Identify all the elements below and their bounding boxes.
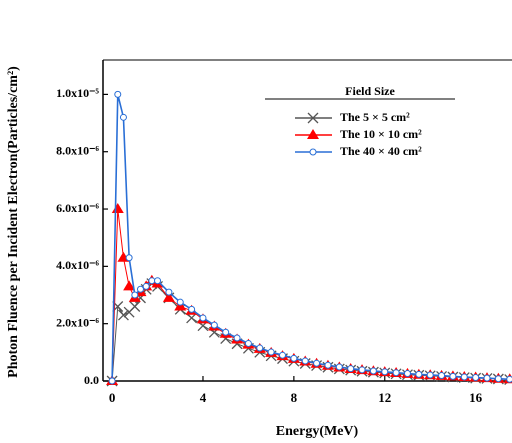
marker: [125, 254, 133, 262]
marker: [129, 301, 141, 312]
x-axis-label: Energy(MeV): [276, 424, 359, 439]
marker: [324, 361, 332, 369]
legend-marker: [309, 148, 317, 156]
marker: [222, 328, 230, 336]
marker: [176, 298, 184, 306]
marker: [210, 321, 218, 329]
legend-label: The 5 × 5 cm²: [340, 110, 410, 124]
y-tick-label: 6.0x10⁻⁶: [56, 201, 99, 215]
legend-label: The 10 × 10 cm²: [340, 127, 422, 141]
marker: [267, 348, 275, 356]
marker: [123, 280, 136, 291]
marker: [449, 372, 457, 380]
marker: [199, 314, 207, 322]
marker: [392, 369, 400, 377]
marker: [415, 370, 423, 378]
marker: [165, 288, 173, 296]
x-tick-label: 12: [378, 390, 391, 405]
marker: [108, 377, 116, 385]
marker: [244, 339, 252, 347]
marker: [162, 291, 175, 302]
marker: [438, 372, 446, 380]
marker: [369, 367, 377, 375]
marker: [483, 374, 491, 382]
marker: [279, 351, 287, 359]
legend-marker: [307, 129, 319, 139]
marker: [358, 366, 366, 374]
legend-label: The 40 × 40 cm²: [340, 144, 422, 158]
marker: [403, 370, 411, 378]
marker: [381, 368, 389, 376]
marker: [494, 375, 502, 383]
y-tick-label: 2.0x10⁻⁶: [56, 315, 99, 329]
marker: [136, 285, 144, 293]
marker: [313, 359, 321, 367]
x-tick-label: 4: [200, 390, 207, 405]
marker: [347, 365, 355, 373]
legend-marker: [307, 112, 319, 124]
series-line: [111, 94, 510, 382]
marker: [111, 203, 124, 214]
y-tick-label: 8.0x10⁻⁶: [56, 143, 99, 157]
y-axis-label: Photon Fluence per Incident Electron(Par…: [6, 66, 21, 378]
marker: [119, 113, 127, 121]
legend-title: Field Size: [345, 84, 395, 98]
marker: [472, 374, 480, 382]
marker: [114, 90, 122, 98]
y-tick-label: 0.0: [84, 373, 99, 387]
marker: [256, 344, 264, 352]
marker: [148, 277, 156, 285]
marker: [460, 373, 468, 381]
marker: [131, 291, 139, 299]
x-tick-label: 0: [109, 390, 116, 405]
x-tick-label: 16: [469, 390, 483, 405]
marker: [154, 277, 162, 285]
marker: [426, 371, 434, 379]
y-tick-label: 1.0x10⁻⁵: [56, 86, 99, 100]
marker: [188, 305, 196, 313]
marker: [117, 309, 129, 321]
marker: [142, 282, 150, 290]
y-tick-label: 4.0x10⁻⁶: [56, 258, 99, 272]
marker: [233, 334, 241, 342]
x-tick-label: 8: [291, 390, 298, 405]
marker: [290, 354, 298, 362]
marker: [335, 363, 343, 371]
marker: [506, 375, 512, 383]
marker: [301, 357, 309, 365]
